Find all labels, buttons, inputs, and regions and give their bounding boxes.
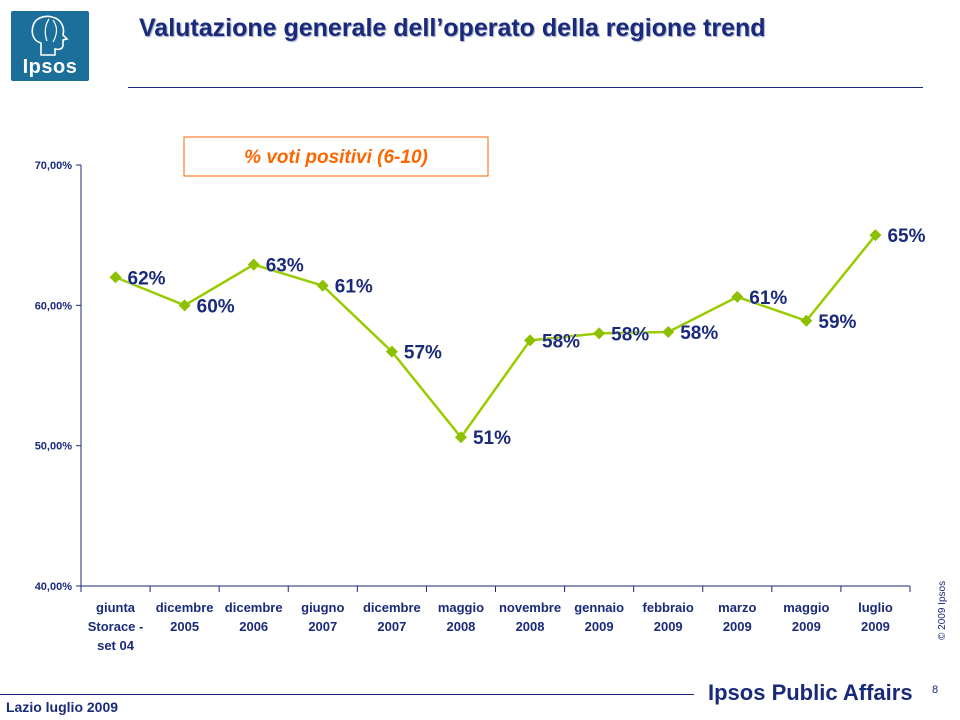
data-label: 59% [818,312,856,333]
x-tick-label: luglio 2009 [858,600,893,634]
x-tick-label: dicembre 2007 [363,600,421,634]
data-point-marker [800,314,813,327]
logo-text: Ipsos [22,56,78,78]
data-point-marker [731,290,744,303]
x-tick-label: giugno 2007 [301,600,344,634]
x-tick-label: gennaio 2009 [574,600,624,634]
data-label: 51% [473,428,511,449]
series-positive-votes [109,229,882,444]
x-tick-label: maggio 2009 [783,600,829,634]
y-tick-label: 40,00% [35,581,73,593]
ipsos-logo: Ipsos [11,11,89,81]
x-tick-label: giunta Storace -set 04 [88,600,144,653]
data-point-marker [109,271,122,284]
data-point-marker [662,325,675,338]
data-label: 58% [542,331,580,352]
data-label: 58% [680,323,718,344]
x-tick-label: novembre 2008 [499,600,561,634]
data-point-marker [316,279,329,292]
page-title: Valutazione generale dell’operato della … [139,14,766,42]
page-number: 8 [932,684,939,696]
data-label: 58% [611,324,649,345]
footer-caption: Lazio luglio 2009 [6,699,119,715]
data-point-marker [524,334,537,347]
x-tick-label: marzo 2009 [718,600,756,634]
footer-brand: Ipsos Public Affairs [708,680,913,705]
data-point-marker [385,345,398,358]
data-label: 57% [404,343,442,364]
data-point-marker [178,299,191,312]
legend-box: % voti positivi (6-10) [183,136,489,177]
x-tick-label: dicembre 2005 [156,600,214,634]
x-tick-label: dicembre 2006 [225,600,283,634]
data-label: 60% [197,296,235,317]
data-label: 63% [266,256,304,277]
footer-divider [0,694,694,695]
title-divider [128,87,923,88]
head-silhouette-icon [31,15,69,56]
data-point-marker [454,431,467,444]
y-tick-label: 60,00% [35,300,73,312]
series-line [115,234,877,440]
data-point-marker [247,258,260,271]
copyright-notice: © 2009 Ipsos [937,580,948,640]
data-label: 65% [887,226,925,247]
x-tick-label: febbraio 2009 [643,600,694,634]
data-label: 61% [335,277,373,298]
y-tick-label: 70,00% [35,160,73,172]
legend-label: % voti positivi (6-10) [244,147,428,168]
data-label: 62% [128,268,166,289]
legend-box-frame [183,136,489,177]
chart-axes: 40,00% 50,00% 60,00% 70,00% giunta Storace -s… [35,160,911,653]
data-labels: 62% 60% 63% 61% 57% 51% 58% 58% 58% 61% 59% 65% [127,226,926,450]
data-point-marker [869,229,882,242]
data-point-marker [593,327,606,340]
x-tick-label: maggio 2008 [438,600,484,634]
y-tick-label: 50,00% [35,441,73,453]
data-label: 61% [749,288,787,309]
